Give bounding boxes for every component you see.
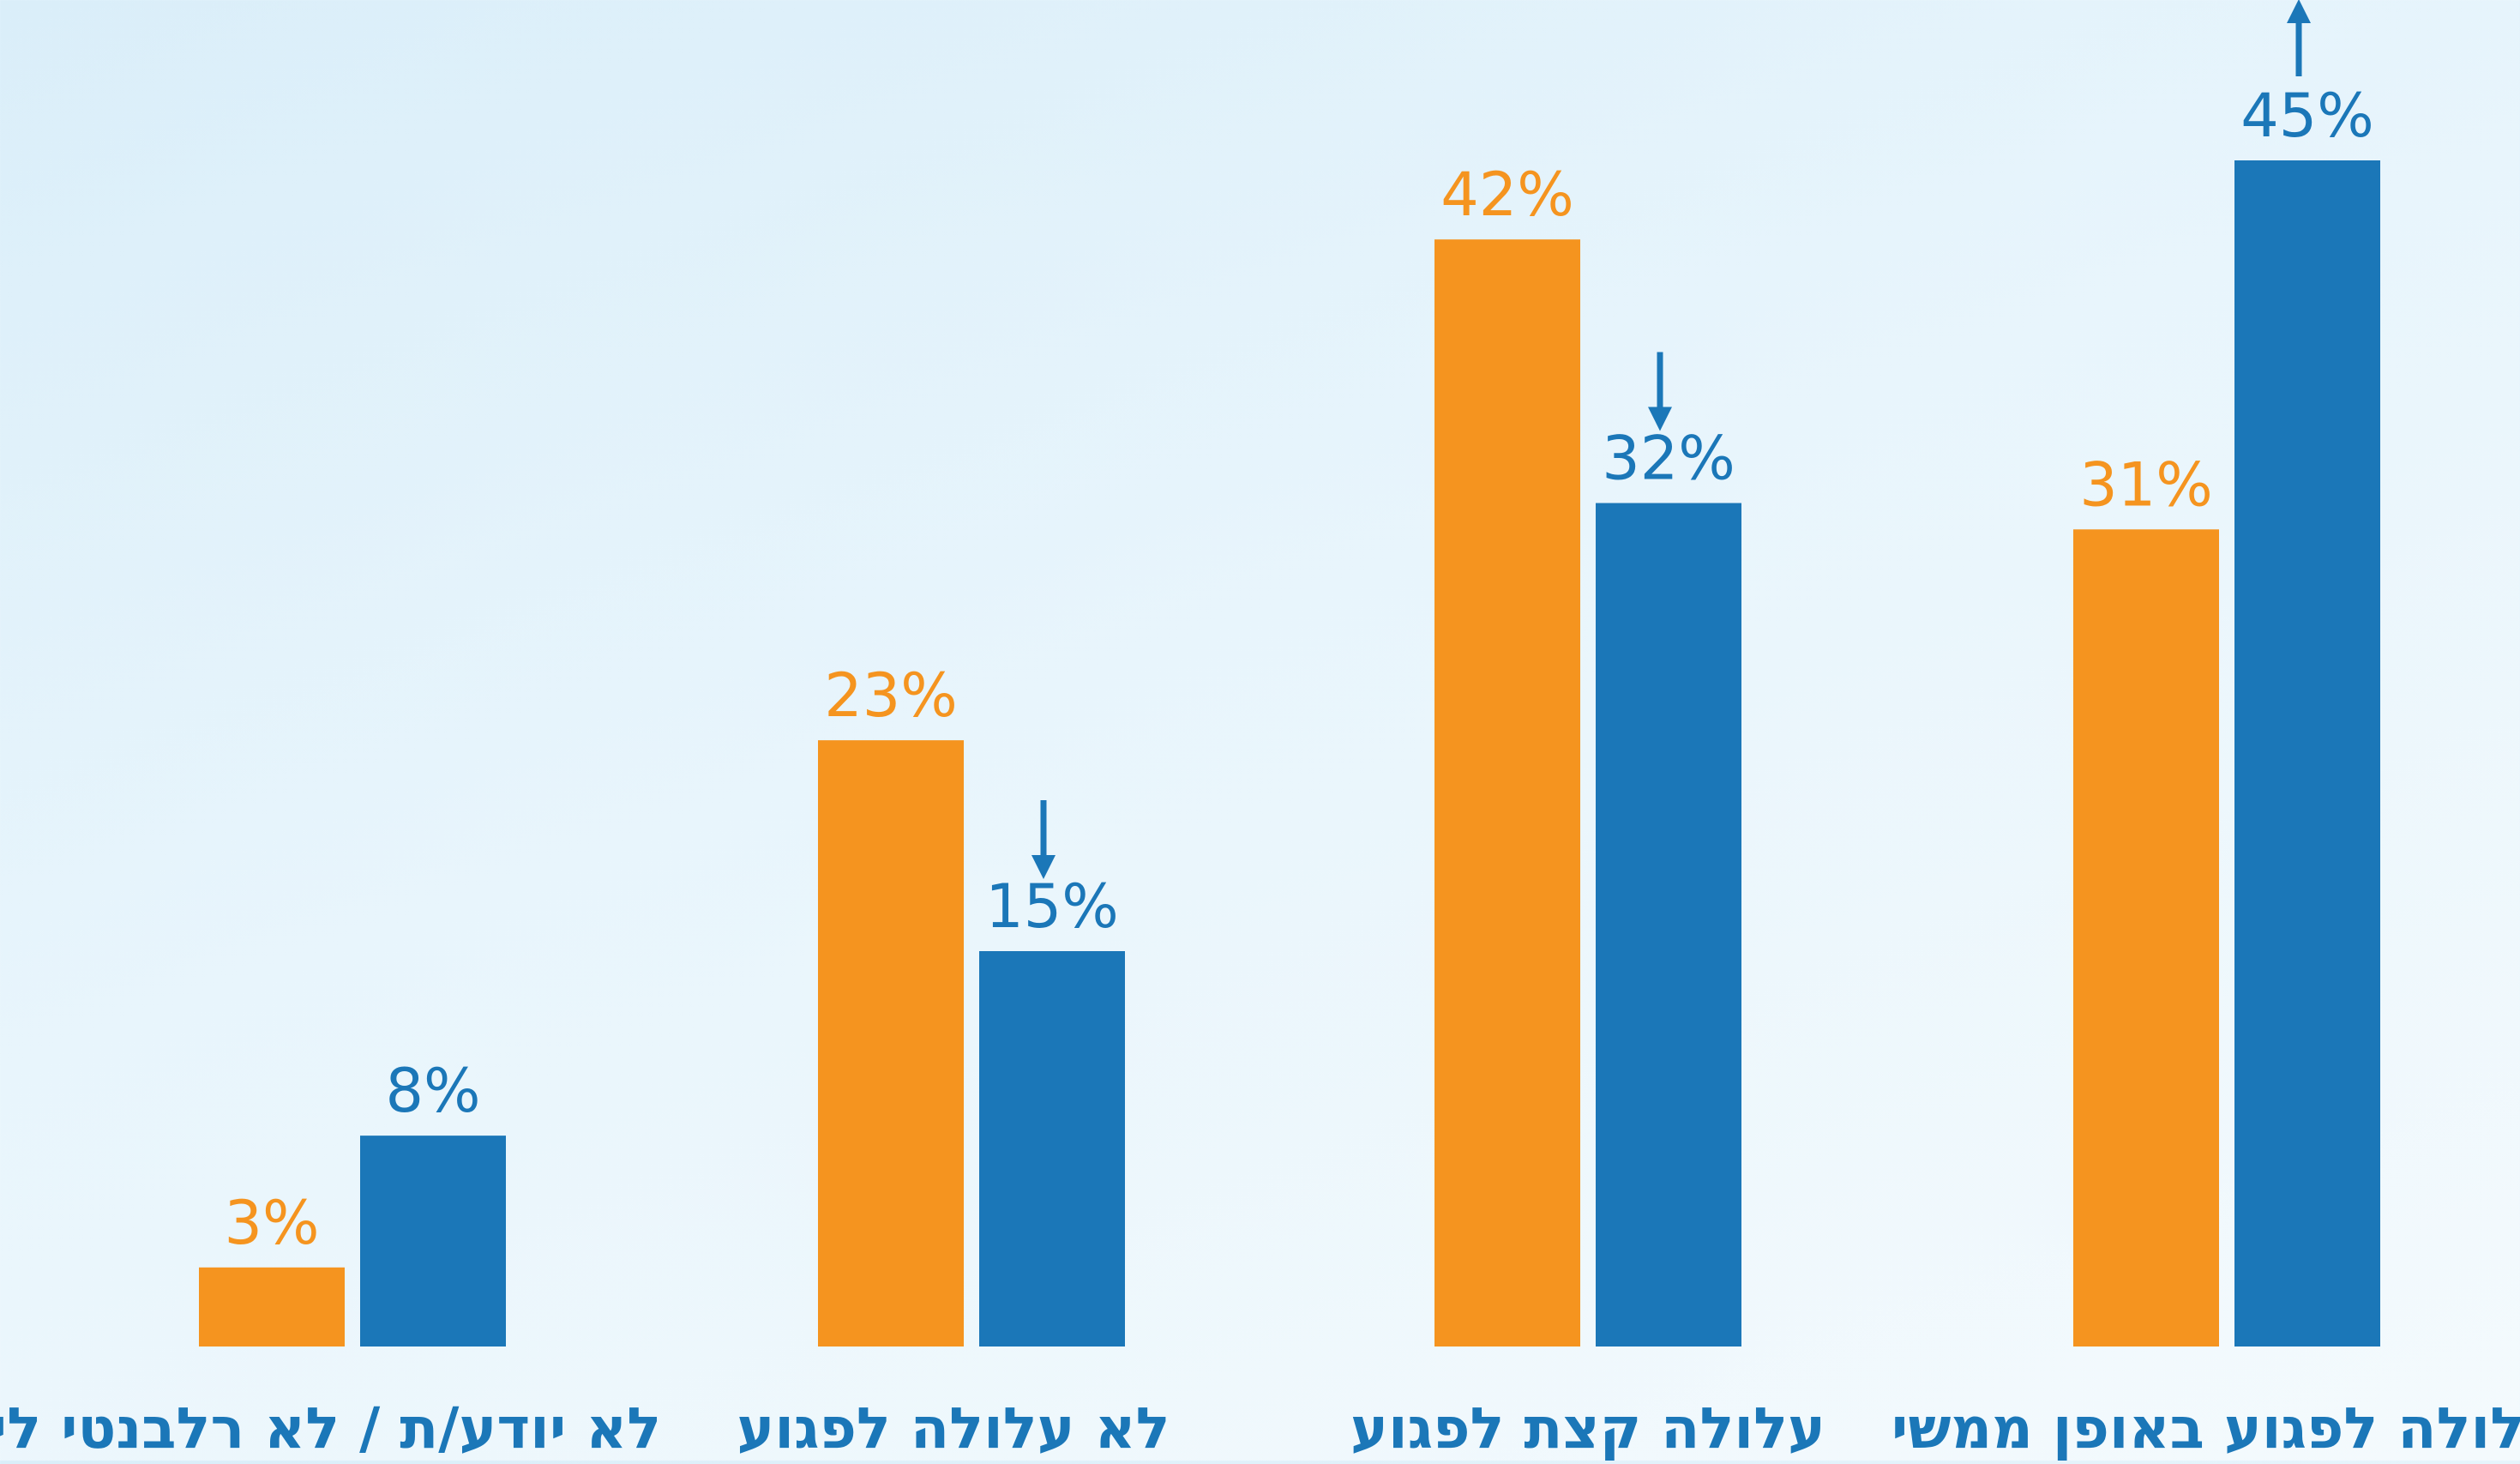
data-label-blue-1: 15% [985, 871, 1119, 942]
bar-blue-3 [2234, 160, 2380, 1347]
category-label-1: לא עלולה לפגוע [737, 1395, 1170, 1461]
bar-blue-0 [360, 1136, 506, 1347]
data-label-blue-0: 8% [385, 1056, 480, 1126]
data-label-orange-2: 42% [1440, 160, 1574, 230]
bar-blue-1 [979, 951, 1125, 1347]
bar-blue-2 [1596, 503, 1741, 1347]
bar-orange-2 [1434, 239, 1580, 1347]
data-label-blue-2: 32% [1602, 424, 1735, 494]
bar-orange-0 [199, 1267, 345, 1347]
data-label-orange-1: 23% [824, 660, 958, 731]
bar-orange-1 [818, 740, 964, 1347]
bar-orange-3 [2073, 529, 2219, 1347]
bars-layer [199, 160, 2380, 1347]
data-label-blue-3: 45% [2240, 81, 2374, 151]
category-label-2: עלולה קצת לפגוע [1350, 1395, 1825, 1461]
data-label-orange-3: 31% [2079, 449, 2213, 520]
category-label-0: לא יודע/ת / לא רלבנטי לי [0, 1395, 661, 1461]
data-label-orange-0: 3% [224, 1188, 319, 1258]
category-label-3: עלולה לפגוע באופן ממשי [1892, 1395, 2520, 1461]
